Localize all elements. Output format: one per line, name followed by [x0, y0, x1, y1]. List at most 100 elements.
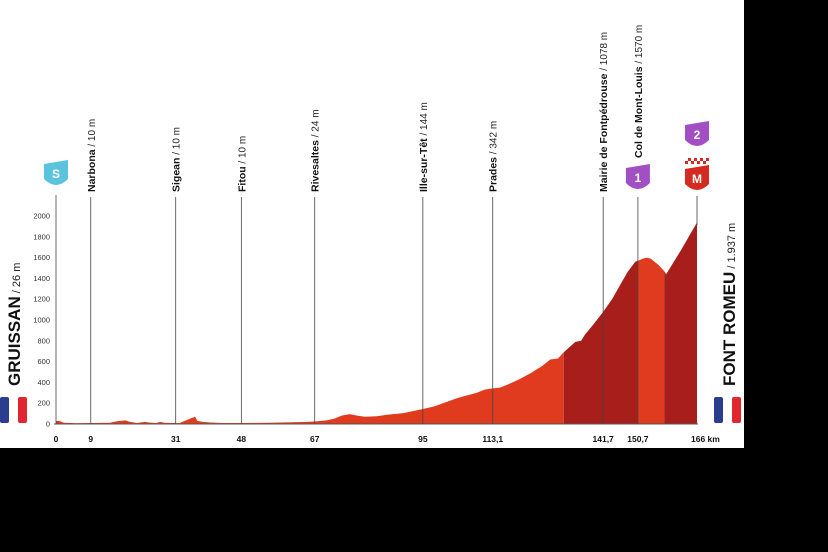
y-axis: 0 200 400 600 800 1000 1200 1400 1600 1800 2000	[33, 212, 50, 429]
start-label: GRUISSAN / 26 m	[5, 263, 24, 386]
finish-label: FONT ROMEU / 1.937 m	[720, 223, 739, 386]
waypoint-marker: Prades / 342 m	[488, 121, 500, 424]
checkered-square	[703, 158, 706, 161]
flag-red	[732, 397, 741, 423]
profile-area-flat	[56, 352, 564, 424]
checkered-square	[688, 161, 691, 164]
category-1-badge-text: 1	[635, 171, 642, 185]
y-tick-label: 1200	[33, 295, 50, 304]
waypoint-marker: Narbona / 10 m	[86, 119, 98, 424]
x-axis: 0 9 31 48 67 95 113,1 141,7 150,7 166 km	[54, 434, 721, 444]
x-tick-label: 9	[88, 434, 93, 444]
waypoint-altitude: / 10 m	[87, 119, 98, 150]
start-label-altitude: / 26 m	[11, 263, 23, 297]
waypoint-label: Narbona / 10 m	[86, 119, 98, 192]
checkered-square	[697, 161, 700, 164]
waypoint-label: Fitou / 10 m	[236, 136, 248, 192]
waypoint-altitude: / 342 m	[489, 121, 500, 157]
y-tick-label: 600	[37, 357, 50, 366]
y-tick-label: 1600	[33, 253, 50, 262]
flag-blue	[0, 397, 9, 423]
waypoint-name: Ille-sur-Têt	[418, 138, 430, 192]
waypoint-name: Fitou	[236, 166, 248, 192]
waypoint-name: Prades	[488, 157, 500, 192]
flag-white	[723, 397, 732, 423]
checkered-square	[703, 161, 706, 164]
waypoint-label: Rivesaltes / 24 m	[310, 109, 322, 192]
waypoint-marker: Rivesaltes / 24 m	[310, 109, 322, 424]
waypoint-altitude: / 10 m	[237, 136, 248, 167]
start-badge: S	[44, 160, 68, 185]
checkered-square	[685, 158, 688, 161]
start-badge-text: S	[52, 167, 60, 181]
y-tick-label: 0	[46, 420, 50, 429]
y-tick-label: 200	[37, 399, 50, 408]
waypoint-marker: Mairie de Fontpédrouse / 1078 m	[598, 32, 610, 424]
x-tick-label: 166 km	[691, 434, 720, 444]
checkered-flag-icon	[685, 158, 709, 164]
y-tick-label: 1800	[33, 232, 50, 241]
checkered-square	[700, 161, 703, 164]
checkered-square	[691, 161, 694, 164]
finish-badge: M	[685, 165, 709, 190]
x-tick-label: 141,7	[593, 434, 615, 444]
checkered-square	[700, 158, 703, 161]
finish-badge-shape	[685, 165, 709, 190]
start-label-name: GRUISSAN	[5, 296, 24, 386]
waypoint-name: Narbona	[86, 149, 98, 192]
checkered-square	[688, 158, 691, 161]
waypoint-label: Sigean / 10 m	[171, 127, 183, 192]
waypoint-label: Col de Mont-Louis / 1570 m	[633, 25, 645, 158]
x-tick-label: 67	[310, 434, 320, 444]
profile-area-col	[637, 257, 665, 424]
x-tick-label: 31	[171, 434, 181, 444]
checkered-square	[706, 161, 709, 164]
finish-france-flag-icon	[714, 397, 741, 423]
finish-badge-text: M	[692, 172, 702, 186]
waypoint-label: Ille-sur-Têt / 144 m	[418, 102, 430, 192]
waypoint-altitude: / 24 m	[311, 109, 322, 140]
endpoint-layer: S 2 M GRUISSAN / 26 m FONT ROMEU / 1.937 m	[0, 121, 741, 424]
x-tick-label: 0	[54, 434, 59, 444]
category-2-badge: 2	[685, 121, 709, 146]
waypoint-altitude: / 144 m	[419, 102, 430, 138]
category-2-badge-text: 2	[694, 128, 701, 142]
start-france-flag-icon	[0, 397, 27, 423]
checkered-square	[691, 158, 694, 161]
waypoint-label: Mairie de Fontpédrouse / 1078 m	[598, 32, 610, 192]
waypoint-altitude: / 1078 m	[599, 32, 610, 74]
profile-layer	[54, 222, 698, 425]
x-tick-label: 113,1	[482, 434, 503, 444]
waypoint-name: Col de Mont-Louis	[633, 66, 645, 158]
profile-area-final-climb	[664, 222, 697, 424]
start-badge-shape	[44, 160, 68, 185]
checkered-square	[685, 161, 688, 164]
flag-red	[18, 397, 27, 423]
waypoint-marker: Fitou / 10 m	[236, 136, 248, 424]
finish-label-altitude: / 1.937 m	[726, 223, 738, 272]
waypoint-name: Sigean	[171, 158, 183, 192]
y-tick-label: 1400	[33, 274, 50, 283]
waypoint-altitude: / 1570 m	[634, 25, 645, 67]
checkered-square	[694, 158, 697, 161]
checkered-square	[694, 161, 697, 164]
checkered-square	[706, 158, 709, 161]
waypoint-marker: Ille-sur-Têt / 144 m	[418, 102, 430, 424]
y-tick-label: 400	[37, 378, 50, 387]
waypoint-label: Prades / 342 m	[488, 121, 500, 192]
profile-area-climb-1	[563, 260, 638, 424]
checkered-square	[697, 158, 700, 161]
waypoint-altitude: / 10 m	[172, 127, 183, 158]
category-2-badge-shape	[685, 121, 709, 146]
flag-blue	[714, 397, 723, 423]
x-tick-label: 48	[237, 434, 247, 444]
flag-white	[9, 397, 18, 423]
y-tick-label: 1000	[33, 316, 50, 325]
waypoint-name: Mairie de Fontpédrouse	[598, 73, 610, 192]
category-1-badge: 1	[625, 164, 650, 189]
y-tick-label: 800	[37, 336, 50, 345]
x-tick-label: 95	[418, 434, 428, 444]
category-1-badge-shape	[625, 164, 650, 189]
